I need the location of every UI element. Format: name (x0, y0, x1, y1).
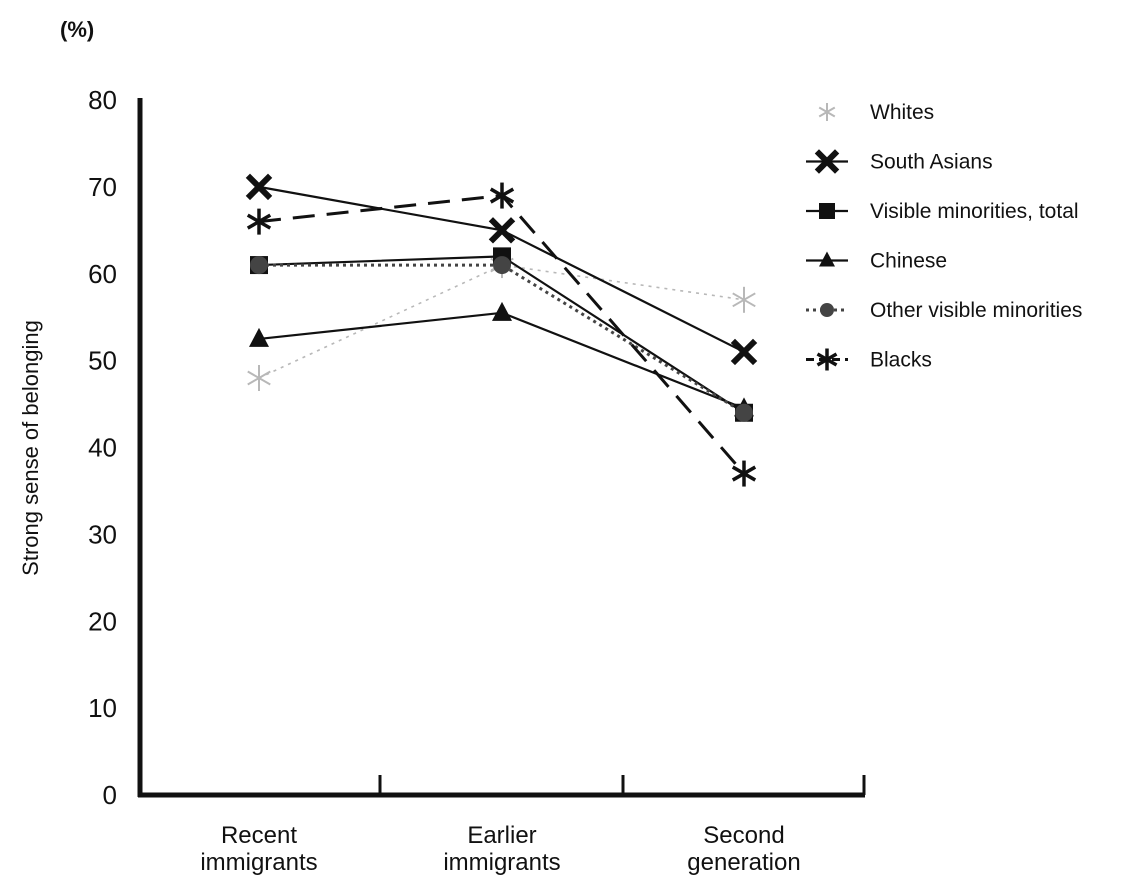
series-south-asians (245, 173, 758, 366)
point-marker (247, 365, 271, 391)
x-axis-categories: RecentimmigrantsEarlierimmigrantsSecondg… (200, 822, 800, 876)
x-category-label: Recent (221, 822, 297, 849)
y-tick-label: 70 (88, 172, 117, 202)
legend-item: Blacks (806, 348, 932, 372)
legend: Whites South Asians Visible minorities, to… (806, 101, 1082, 372)
point-marker (249, 327, 269, 347)
y-tick-label: 10 (88, 693, 117, 723)
point-marker (245, 173, 273, 201)
point-marker (819, 203, 835, 219)
y-tick-label: 20 (88, 606, 117, 636)
legend-item: Whites (818, 101, 934, 124)
point-marker (820, 303, 834, 317)
point-marker (730, 338, 758, 366)
series-other-visible-minorities (250, 256, 753, 422)
point-marker (489, 182, 515, 209)
series-line (259, 263, 745, 415)
series-line (258, 311, 745, 410)
x-category-label: Second (703, 822, 784, 849)
y-tick-label: 0 (103, 780, 117, 810)
point-marker (816, 348, 838, 371)
y-tick-label: 40 (88, 433, 117, 463)
y-tick-label: 60 (88, 259, 117, 289)
point-marker (492, 301, 512, 321)
legend-item: Visible minorities, total (806, 200, 1079, 223)
point-marker (735, 403, 753, 422)
x-category-label: immigrants (200, 849, 317, 876)
y-unit-label: (%) (60, 17, 94, 42)
legend-item: Other visible minorities (806, 299, 1082, 322)
point-marker (732, 286, 756, 313)
x-category-label: generation (687, 849, 800, 876)
legend-label: Blacks (870, 349, 932, 372)
y-axis-ticks: 0 10 20 30 40 50 60 70 80 (88, 85, 117, 810)
point-marker (488, 217, 516, 244)
series-layer (245, 173, 758, 487)
point-marker (246, 208, 272, 235)
y-axis-title: Strong sense of belonging (18, 320, 43, 576)
legend-label: Whites (870, 101, 934, 124)
legend-label: Visible minorities, total (870, 200, 1079, 223)
series-line (258, 264, 745, 379)
y-tick-label: 80 (88, 85, 117, 115)
series-line (258, 193, 746, 475)
x-category-label: Earlier (467, 822, 536, 849)
y-tick-label: 50 (88, 346, 117, 376)
legend-label: Other visible minorities (870, 299, 1082, 322)
legend-item: Chinese (806, 250, 947, 273)
point-marker (814, 149, 840, 174)
series-line (258, 255, 745, 414)
point-marker (250, 256, 268, 275)
axes (137, 98, 866, 798)
legend-label: South Asians (870, 151, 993, 174)
point-marker (493, 256, 511, 275)
point-marker (731, 460, 757, 487)
point-marker (819, 251, 835, 267)
legend-item: South Asians (806, 149, 993, 174)
point-marker (818, 103, 836, 121)
legend-label: Chinese (870, 250, 947, 273)
series-blacks (246, 182, 757, 487)
x-category-label: immigrants (443, 849, 560, 876)
y-tick-label: 30 (88, 519, 117, 549)
